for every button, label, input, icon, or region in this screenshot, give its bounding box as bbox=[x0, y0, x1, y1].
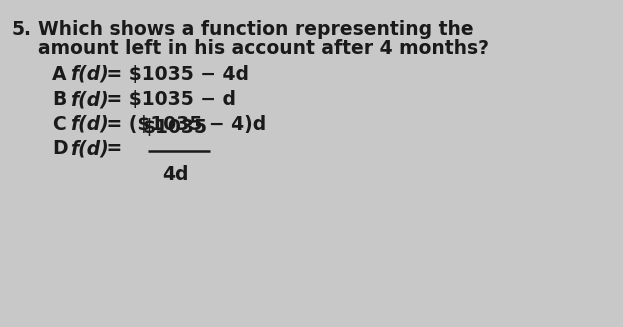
Text: 5.: 5. bbox=[12, 20, 32, 39]
Text: = $1035 − 4d: = $1035 − 4d bbox=[100, 65, 249, 84]
Text: = $1035 − d: = $1035 − d bbox=[100, 90, 236, 109]
Text: A: A bbox=[52, 65, 67, 84]
Text: = ($1035 − 4)d: = ($1035 − 4)d bbox=[100, 115, 266, 134]
Text: Which shows a function representing the: Which shows a function representing the bbox=[38, 20, 473, 39]
Text: f(d): f(d) bbox=[70, 90, 109, 109]
Text: f(d): f(d) bbox=[70, 65, 109, 84]
Text: 4d: 4d bbox=[162, 165, 188, 184]
Text: =: = bbox=[100, 140, 122, 159]
Text: B: B bbox=[52, 90, 67, 109]
Text: f(d): f(d) bbox=[70, 115, 109, 134]
Text: $1035: $1035 bbox=[143, 118, 207, 137]
Text: f(d): f(d) bbox=[70, 140, 109, 159]
Text: amount left in his account after 4 months?: amount left in his account after 4 month… bbox=[38, 39, 489, 58]
Text: C: C bbox=[52, 115, 66, 134]
Text: D: D bbox=[52, 140, 68, 159]
